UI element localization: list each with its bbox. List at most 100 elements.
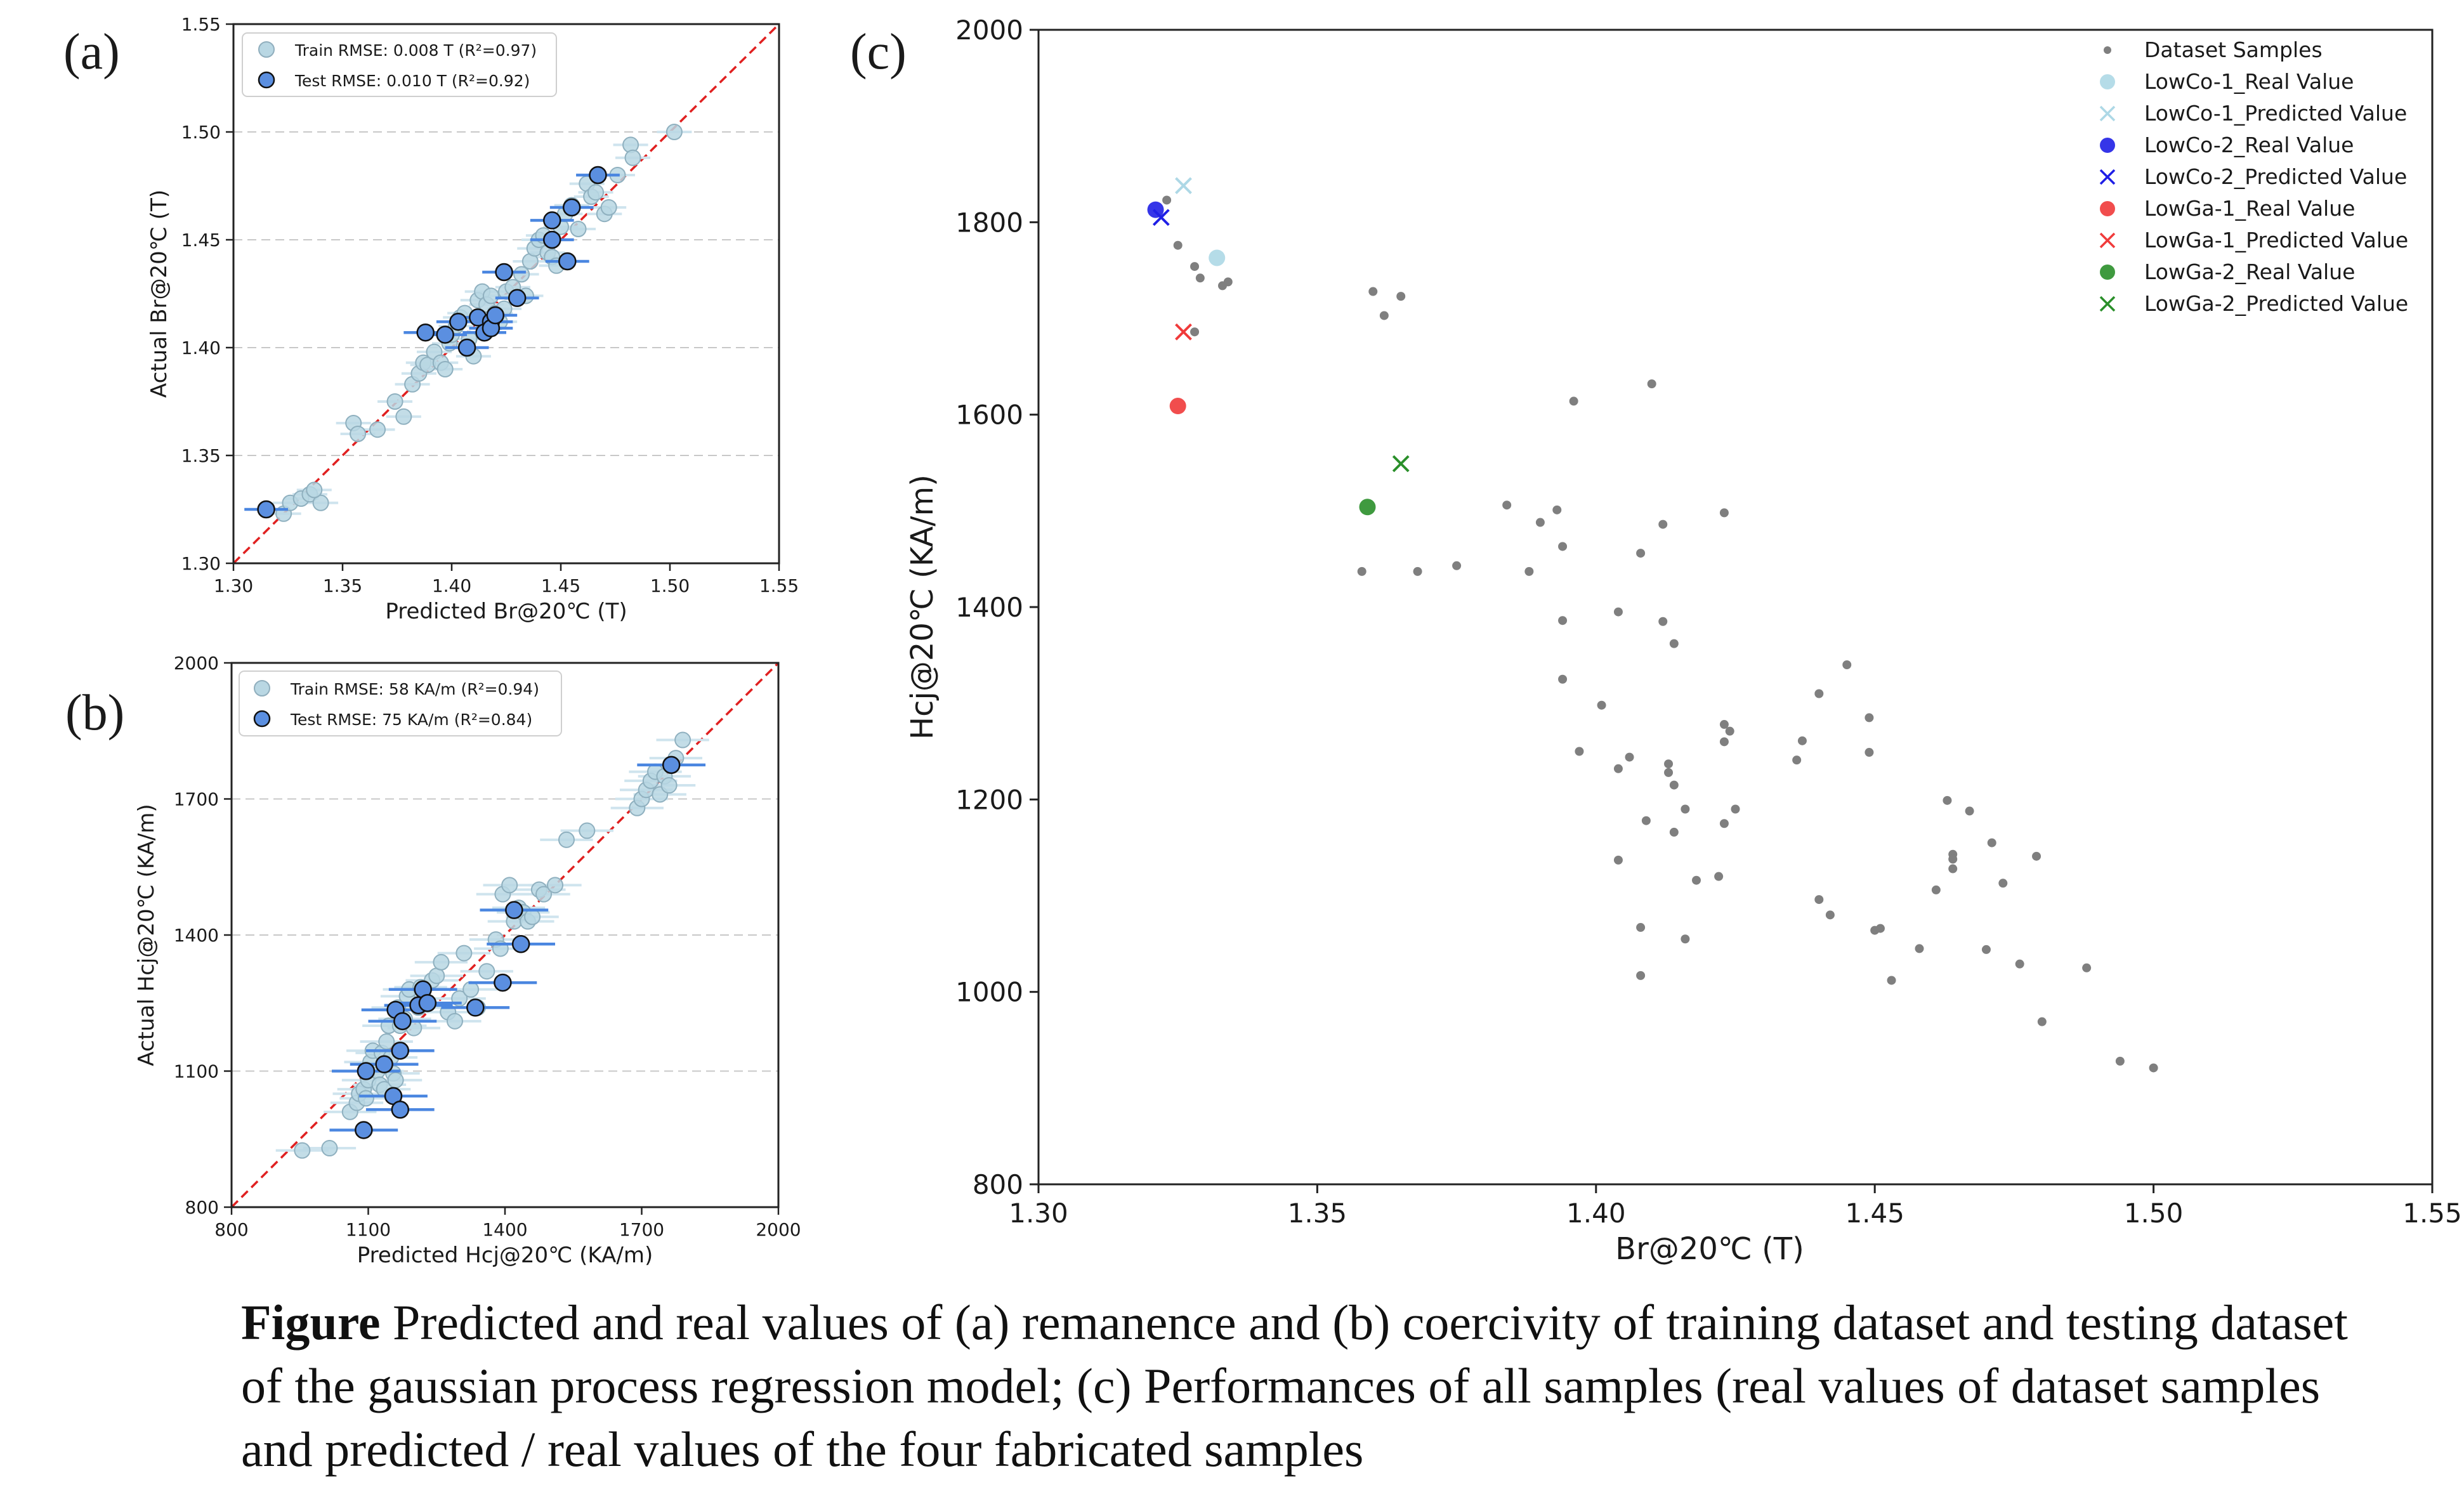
c-dataset-point (1613, 855, 1623, 865)
a-test-point (558, 252, 577, 271)
panel-b-label: (b) (65, 685, 124, 741)
c-lowga2-real-point (1359, 499, 1376, 516)
c-legend-lowga2-dot-marker (2100, 265, 2115, 280)
c-lowco2-predicted-point (1152, 209, 1170, 226)
c-lowga1-real-point (1169, 398, 1186, 415)
b-train-point (660, 777, 678, 794)
b-x-tick-label: 1400 (482, 1219, 527, 1240)
c-dataset-point (2037, 1017, 2047, 1026)
c-dataset-point (1864, 748, 1874, 757)
c-legend-label: LowGa-1_Predicted Value (2144, 228, 2408, 252)
c-legend-lowga1-dot-marker (2100, 201, 2115, 216)
c-dataset-point (1357, 566, 1366, 576)
c-dataset-point (1636, 923, 1646, 932)
a-test-point (542, 211, 561, 230)
b-test-point (391, 1042, 410, 1060)
b-train-point (558, 831, 575, 848)
panel-c-y-ticks: 800 1000 1200 1400 1600 1800 2000 (955, 15, 1039, 1200)
c-legend-lowco1-x-marker (2099, 105, 2116, 122)
c-y-tick-label: 1800 (955, 207, 1023, 238)
b-train-point (428, 967, 445, 984)
c-dataset-point (1396, 292, 1406, 301)
panel-c-legend: Dataset Samples LowCo-1_Real Value LowCo-1… (2099, 37, 2408, 316)
c-dataset-point (1162, 195, 1172, 205)
c-dataset-point (1597, 700, 1606, 710)
panel-b-x-ticks: 800 1100 1400 1700 2000 (214, 1207, 801, 1240)
a-x-tick-label: 1.30 (214, 575, 253, 596)
c-dataset-point (1613, 607, 1623, 617)
a-train-point (587, 184, 605, 201)
c-dataset-point (1669, 780, 1679, 790)
c-dataset-point (1669, 827, 1679, 837)
panel-b-grid (232, 798, 778, 1072)
c-dataset-point (1719, 819, 1729, 828)
c-dataset-point (1413, 566, 1422, 576)
c-dataset-point (1195, 273, 1205, 283)
a-x-tick-label: 1.50 (650, 575, 690, 596)
b-train-point (674, 731, 691, 749)
panel-b-coercivity: (b) 800 1100 1400 1700 2000 800 1100 1400 1700 2… (65, 653, 801, 1268)
c-dataset-point (1943, 795, 1952, 805)
c-dataset-point (1797, 736, 1807, 745)
c-dataset-point (2015, 959, 2024, 969)
b-train-point (433, 953, 450, 971)
b-test-point (511, 935, 530, 953)
c-x-tick-label: 1.35 (1288, 1198, 1347, 1229)
a-test-point (436, 325, 454, 344)
c-legend-lowco2-x-marker (2099, 169, 2116, 185)
c-y-tick-label: 800 (973, 1169, 1023, 1200)
c-legend-dataset-marker (2104, 46, 2111, 54)
panel-a-frame (232, 23, 780, 565)
b-train-point (478, 963, 495, 980)
b-train-point (455, 945, 473, 962)
c-y-tick-label: 1600 (955, 400, 1023, 431)
a-test-point (562, 198, 581, 217)
panel-a-legend-box (242, 32, 557, 97)
a-test-point (257, 500, 275, 519)
c-lowga2-predicted-point (1392, 455, 1410, 473)
c-legend-label: LowGa-2_Real Value (2144, 259, 2355, 284)
c-dataset-point (1915, 944, 1924, 953)
b-diagonal-line (230, 662, 780, 1208)
c-lowco1-predicted-point (1175, 177, 1192, 195)
c-dataset-point (1658, 520, 1668, 529)
c-dataset-point (1681, 934, 1690, 944)
c-dataset-point (1552, 505, 1562, 514)
b-train-point (446, 1012, 463, 1030)
c-y-tick-label: 1200 (955, 784, 1023, 815)
b-test-point (391, 1101, 410, 1119)
c-dataset-point (1875, 924, 1885, 933)
panel-a-legend-test-label: Test RMSE: 0.010 T (R²=0.92) (294, 72, 530, 90)
c-lowga1-predicted-point (1175, 323, 1192, 341)
c-dataset-point (1691, 875, 1701, 885)
c-legend-lowco1-dot-marker (2100, 74, 2115, 89)
c-dataset-point (1535, 518, 1545, 527)
a-train-point (624, 149, 641, 166)
a-train-point (600, 199, 617, 216)
panel-a-label: (a) (63, 24, 120, 80)
a-y-tick-label: 1.40 (181, 337, 221, 358)
c-dataset-point (1658, 617, 1668, 626)
c-x-stroke (2099, 296, 2116, 312)
b-test-point (662, 756, 681, 775)
a-train-point (436, 361, 454, 377)
a-x-tick-label: 1.40 (432, 575, 471, 596)
c-dataset-point (1948, 854, 1958, 864)
a-train-point (570, 221, 587, 237)
panel-c-y-axis-label: Hcj@20℃ (KA/m) (905, 474, 940, 740)
a-y-tick-label: 1.35 (181, 445, 221, 466)
c-dataset-point (1931, 885, 1941, 894)
panel-a-x-ticks: 1.30 1.35 1.40 1.45 1.50 1.55 (214, 563, 799, 596)
a-test-point (495, 263, 513, 282)
b-test-point (375, 1055, 393, 1074)
b-y-tick-label: 2000 (174, 653, 219, 674)
c-legend-lowga2-x-marker (2099, 296, 2116, 312)
c-dataset-point (1887, 976, 1896, 985)
a-y-tick-label: 1.30 (181, 553, 221, 574)
b-x-tick-label: 2000 (756, 1219, 801, 1240)
panel-c-x-ticks: 1.30 1.35 1.40 1.45 1.50 1.55 (1009, 1184, 2462, 1229)
b-train-point (579, 822, 596, 839)
c-dataset-point (1842, 660, 1852, 669)
c-legend-lowga1-x-marker (2099, 232, 2116, 249)
c-x-stroke (1152, 209, 1170, 226)
